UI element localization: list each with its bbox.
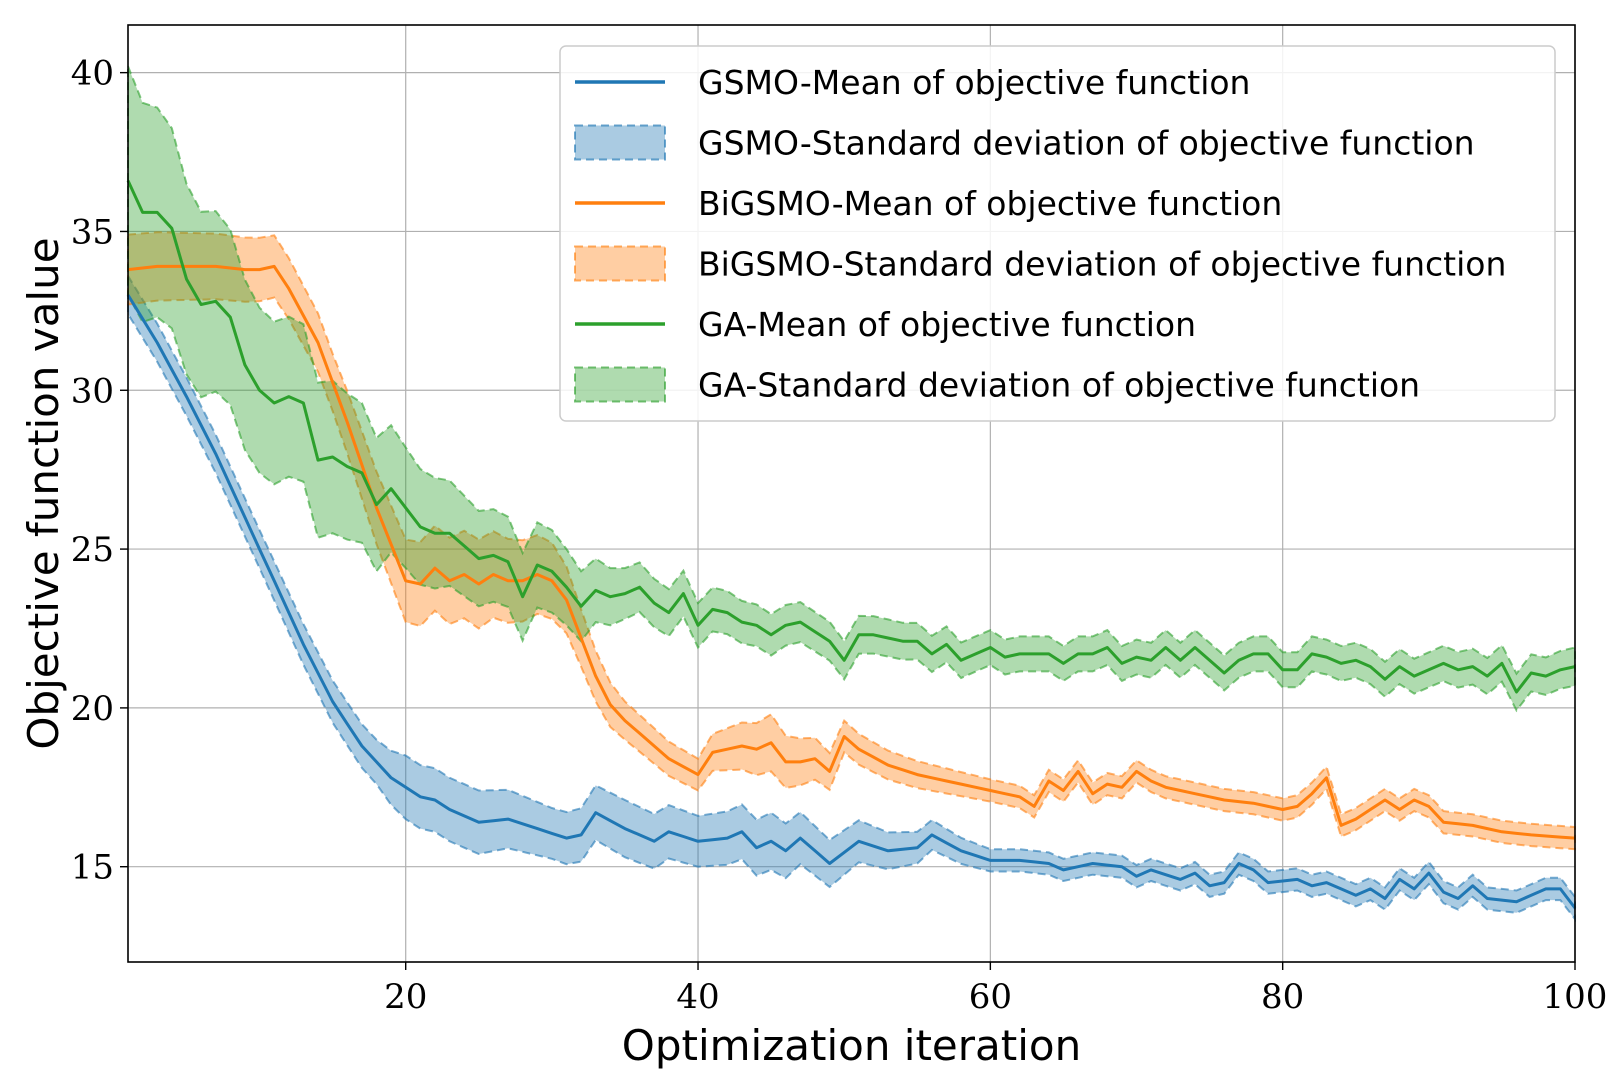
x-axis-title: Optimization iteration — [622, 1021, 1081, 1070]
y-tick-label: 25 — [71, 530, 114, 570]
y-tick-label: 30 — [71, 371, 114, 411]
mean-lines — [126, 179, 1577, 909]
legend-band-swatch — [574, 366, 666, 403]
y-tick-label: 40 — [71, 54, 114, 94]
legend-label: GSMO-Mean of objective function — [698, 63, 1250, 102]
legend-label: GA-Mean of objective function — [698, 305, 1196, 344]
legend-label: BiGSMO-Standard deviation of objective f… — [698, 245, 1506, 284]
y-axis-title: Objective function value — [19, 237, 68, 749]
mean-line-gsmo — [126, 294, 1577, 909]
legend-label: BiGSMO-Mean of objective function — [698, 184, 1282, 223]
plot-frame — [127, 24, 1576, 963]
axis-ticks: 20 40 60 80 100 15 20 25 30 35 40 — [71, 54, 1608, 1017]
legend-label: GSMO-Standard deviation of objective fun… — [698, 124, 1475, 163]
std-band-ga — [127, 65, 1576, 713]
mean-line-ga — [126, 179, 1576, 694]
y-tick-label: 20 — [71, 689, 114, 729]
x-tick-label: 80 — [1261, 977, 1304, 1017]
legend: GSMO-Mean of objective function GSMO-Stan… — [559, 45, 1556, 422]
legend-label: GA-Standard deviation of objective funct… — [698, 366, 1420, 405]
x-tick-label: 60 — [969, 977, 1012, 1017]
y-tick-label: 35 — [71, 212, 114, 252]
legend-band-swatch — [574, 245, 666, 282]
legend-band-swatch — [574, 124, 666, 161]
y-tick-label: 15 — [71, 848, 114, 888]
x-tick-label: 100 — [1543, 977, 1608, 1017]
x-tick-label: 40 — [676, 977, 719, 1017]
legend-box — [559, 45, 1556, 422]
x-tick-label: 20 — [384, 977, 427, 1017]
